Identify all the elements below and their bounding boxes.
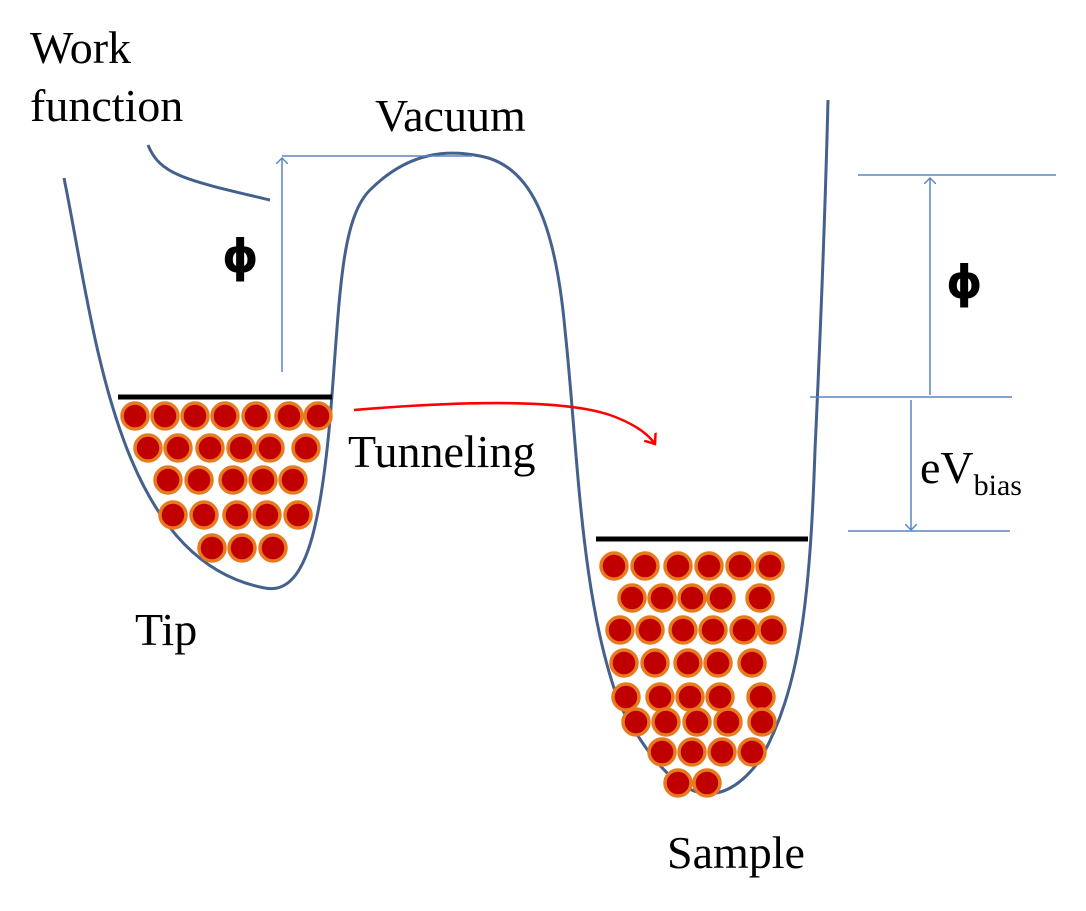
sample-electron [599,551,629,581]
sample-electron-sea [599,551,787,798]
tip-electron [248,465,278,495]
tip-electron [291,433,321,463]
sample-electron [703,648,733,678]
sample-electron [647,737,677,767]
sample-electron [737,737,767,767]
tip-electron-sea [120,401,333,563]
tip-electron [241,401,271,431]
sample-electron [698,615,728,645]
tip-label: Tip [135,604,197,655]
sample-electron [647,583,677,613]
work-function-label-line2: function [30,80,183,131]
sample-electron [757,615,787,645]
sample-electron [746,682,776,712]
tip-electron [210,401,240,431]
tip-electron [258,533,288,563]
sample-electron [675,682,705,712]
sample-electron [737,648,767,678]
tip-electron [283,500,313,530]
sample-electron [707,737,737,767]
sample-label: Sample [667,827,805,878]
sample-electron [694,551,724,581]
tip-electron [222,500,252,530]
work-function-pointer-line [146,144,271,202]
tunneling-label: Tunneling [348,426,535,477]
sample-electron [663,551,693,581]
sample-electron [673,648,703,678]
sample-electron [677,737,707,767]
tip-electron [150,401,180,431]
sample-electron [630,551,660,581]
sample-electron [621,707,651,737]
vacuum-label: Vacuum [375,90,526,141]
tip-electron [255,433,285,463]
tip-electron [195,433,225,463]
sample-electron [609,648,639,678]
tip-electron [120,401,150,431]
sample-electron [668,615,698,645]
ev-bias-label: eVbias [920,442,1022,502]
sample-electron [747,707,777,737]
tip-electron [133,433,163,463]
sample-electron [605,615,635,645]
sample-electron [651,707,681,737]
tip-electron [274,401,304,431]
sample-electron [640,648,670,678]
work-function-label-line1: Work [30,22,131,73]
tip-electron [252,500,282,530]
sample-electron [677,583,707,613]
tip-electron [184,465,214,495]
ev-bias-main: eV [920,442,974,493]
sample-electron [706,583,736,613]
sample-electron [755,551,785,581]
sample-electron [713,707,743,737]
tip-electron [197,533,227,563]
sample-electron [611,682,641,712]
tip-electron [180,401,210,431]
sample-electron [692,768,722,798]
tip-electron [189,500,219,530]
sample-electron [725,551,755,581]
sample-electron [682,707,712,737]
tip-electron [278,465,308,495]
tip-electron [158,500,188,530]
sample-electron [729,615,759,645]
ev-bias-subscript: bias [974,469,1022,502]
sample-electron [617,583,647,613]
tip-electron [227,533,257,563]
sample-electron [645,682,675,712]
sample-electron [745,583,775,613]
tip-electron [218,465,248,495]
phi-right-label: ϕ [946,255,983,309]
sample-electron [663,768,693,798]
tunneling-arrow [353,401,655,444]
tip-electron [153,465,183,495]
sample-electron [705,682,735,712]
tip-electron [303,401,333,431]
sample-electron [635,615,665,645]
potential-energy-curve [62,99,830,796]
phi-left-label: ϕ [222,229,259,283]
tip-electron [163,433,193,463]
tip-electron [226,433,256,463]
